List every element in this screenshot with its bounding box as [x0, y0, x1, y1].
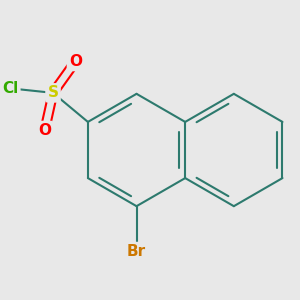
Text: Cl: Cl: [2, 81, 18, 96]
Text: Br: Br: [127, 244, 146, 259]
Text: S: S: [47, 85, 58, 100]
Text: O: O: [69, 54, 82, 69]
Text: O: O: [38, 123, 51, 138]
